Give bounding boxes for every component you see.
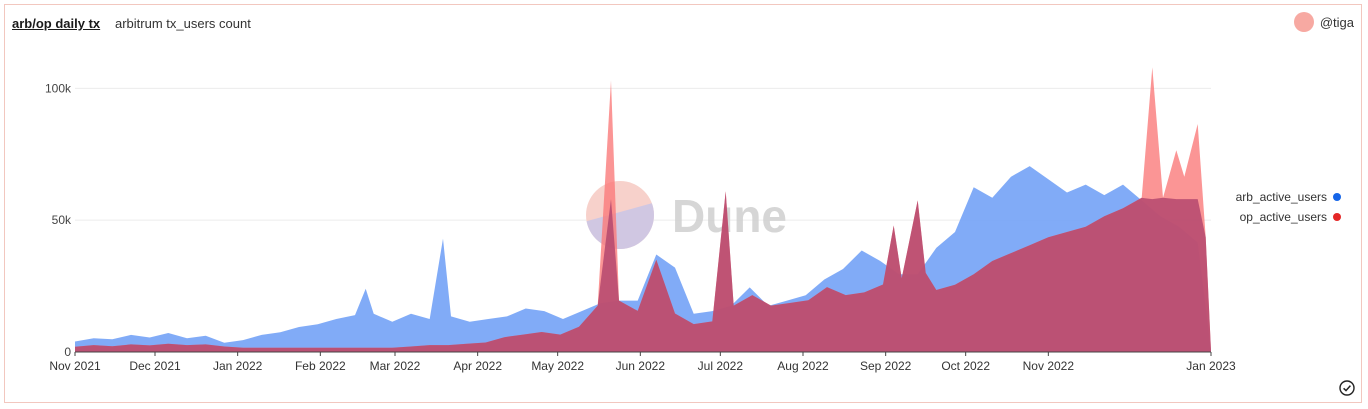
series-area-op-overlap <box>75 191 1211 352</box>
x-tick-label: Jun 2022 <box>616 359 666 373</box>
y-tick-label: 100k <box>45 81 72 95</box>
x-tick-label: Feb 2022 <box>295 359 346 373</box>
chart-card: arb/op daily tx arbitrum tx_users count … <box>4 4 1362 403</box>
y-tick-label: 50k <box>52 213 72 227</box>
watermark-text: Dune <box>672 190 787 242</box>
y-tick-label: 0 <box>64 345 71 359</box>
author-badge[interactable]: @tiga <box>1293 12 1354 32</box>
legend-dot-arb <box>1333 193 1341 201</box>
x-tick-label: Oct 2022 <box>941 359 990 373</box>
x-tick-label: Sep 2022 <box>860 359 912 373</box>
x-tick-label: Jan 2022 <box>213 359 263 373</box>
chart-subtitle: arbitrum tx_users count <box>115 16 251 31</box>
x-tick-label: May 2022 <box>531 359 584 373</box>
x-tick-label: Jul 2022 <box>698 359 744 373</box>
x-tick-label: Dec 2021 <box>129 359 181 373</box>
x-tick-label: Jan 2023 <box>1186 359 1236 373</box>
area-chart: 0 50k 100k Dune Nov 2021 Dec 2021 Jan 2022 Feb … <box>45 67 1236 373</box>
author-name: @tiga <box>1319 14 1354 30</box>
avatar-icon <box>1293 12 1314 32</box>
check-circle-icon[interactable] <box>1339 380 1355 396</box>
x-tick-label: Aug 2022 <box>777 359 829 373</box>
legend-dot-op <box>1333 213 1341 221</box>
chart-title-link[interactable]: arb/op daily tx <box>12 16 101 31</box>
legend-label-op: op_active_users <box>1239 210 1327 224</box>
x-tick-label: Mar 2022 <box>370 359 421 373</box>
legend-label-arb: arb_active_users <box>1235 190 1327 204</box>
x-tick-label: Apr 2022 <box>453 359 502 373</box>
watermark-logo-shade <box>586 201 654 249</box>
legend-item-op[interactable]: op_active_users <box>1236 207 1341 227</box>
x-tick-label: Nov 2021 <box>49 359 101 373</box>
x-tick-label: Nov 2022 <box>1023 359 1075 373</box>
chart-legend: arb_active_users op_active_users <box>1236 187 1341 227</box>
legend-item-arb[interactable]: arb_active_users <box>1236 187 1341 207</box>
